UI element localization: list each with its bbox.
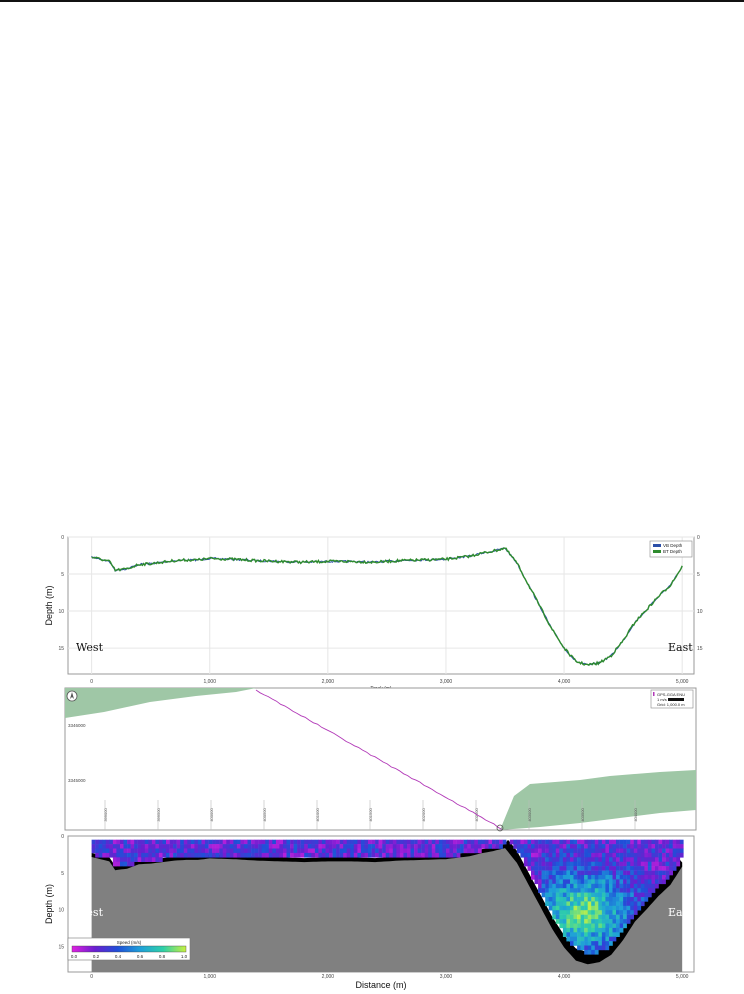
velocity-y-axis-label: Depth (m) <box>44 884 54 924</box>
bt-depth-line <box>91 547 683 667</box>
map-legend-series: GPS-GGA ENU <box>657 692 685 697</box>
velocity-ytick-label: 0 <box>61 834 64 840</box>
depth-ytick-label: 15 <box>58 646 64 652</box>
map-easting-label: 403500 <box>580 808 585 822</box>
legend-label-0: VB Depth <box>663 543 683 548</box>
colorbar-tick-label: 0.6 <box>137 954 144 959</box>
velocity-xtick-label: 3,000 <box>440 974 453 980</box>
velocity-ytick-label: 5 <box>61 871 64 877</box>
land-southeast <box>500 770 696 830</box>
legend-swatch-1 <box>653 550 661 553</box>
depth-ytick-label-right: 5 <box>697 572 700 578</box>
velocity-ytick-label: 15 <box>58 944 64 950</box>
land-northwest <box>65 688 256 718</box>
colorbar-tick-label: 0.4 <box>115 954 122 959</box>
west-annotation: West <box>76 906 104 919</box>
depth-ytick-label-right: 10 <box>697 609 703 615</box>
depth-ytick-label: 5 <box>61 572 64 578</box>
west-annotation: West <box>76 641 104 654</box>
depth-ytick-label-right: 0 <box>697 535 700 541</box>
east-annotation: East <box>668 641 693 654</box>
track-end-marker-icon <box>496 824 504 832</box>
colorbar-tick-label: 0.2 <box>93 954 100 959</box>
depth-ytick-label: 10 <box>58 609 64 615</box>
ship-track-line <box>255 689 503 830</box>
map-legend-grid: Grid: 1,000.0 m <box>657 702 685 707</box>
velocity-xtick-label: 0 <box>90 974 93 980</box>
depth-xtick-label: 5,000 <box>676 679 689 685</box>
map-northing-label: 3345000 <box>68 778 86 783</box>
map-legend-scalebar <box>668 698 684 701</box>
depth-xtick-label: 4,000 <box>558 679 571 685</box>
map-legend-scale: 1 m/s <box>657 697 667 702</box>
map-easting-label: 401000 <box>315 808 320 822</box>
map-easting-label: 401500 <box>368 808 373 822</box>
depth-xtick-label: 0 <box>90 679 93 685</box>
north-arrow-icon <box>66 690 78 702</box>
depth-xtick-label: 2,000 <box>322 679 335 685</box>
colorbar-tick-label: 0.0 <box>71 954 78 959</box>
east-annotation: East <box>668 906 693 919</box>
legend-label-1: BT Depth <box>663 549 682 554</box>
depth-y-axis-label: Depth (m) <box>44 585 54 625</box>
map-easting-label: 402000 <box>421 808 426 822</box>
velocity-x-axis-label: Distance (m) <box>355 980 406 990</box>
colorbar-title: Speed (m/s) <box>117 940 142 945</box>
depth-xtick-label: 1,000 <box>203 679 216 685</box>
legend-swatch-0 <box>653 544 661 547</box>
colorbar-gradient <box>71 945 187 953</box>
map-easting-label: 400000 <box>209 808 214 822</box>
north-arrow-needle <box>70 692 74 699</box>
velocity-ytick-label: 10 <box>58 908 64 914</box>
map-easting-label: 400500 <box>262 808 267 822</box>
map-easting-label: 404000 <box>633 808 638 822</box>
depth-ytick-label: 0 <box>61 535 64 541</box>
map-easting-label: 399500 <box>156 808 161 822</box>
velocity-xtick-label: 5,000 <box>676 974 689 980</box>
map-easting-label: 399000 <box>103 808 108 822</box>
velocity-xtick-label: 2,000 <box>322 974 335 980</box>
map-legend-swatch <box>653 692 655 696</box>
depth-plot-frame <box>67 536 695 675</box>
colorbar-tick-label: 1.0 <box>181 954 188 959</box>
depth-xtick-label: 3,000 <box>440 679 453 685</box>
top-border <box>0 0 744 2</box>
speed-colorbar: Speed (m/s) 0.0 0.2 0.4 0.6 0.8 1.0 <box>67 937 191 961</box>
map-northing-label: 3346000 <box>68 723 86 728</box>
colorbar-tick-label: 0.8 <box>159 954 166 959</box>
velocity-xtick-label: 1,000 <box>203 974 216 980</box>
riverbed-area <box>91 847 683 972</box>
velocity-cells <box>91 839 684 955</box>
velocity-xtick-label: 4,000 <box>558 974 571 980</box>
depth-ytick-label-right: 15 <box>697 646 703 652</box>
map-easting-label: 403000 <box>527 808 532 822</box>
